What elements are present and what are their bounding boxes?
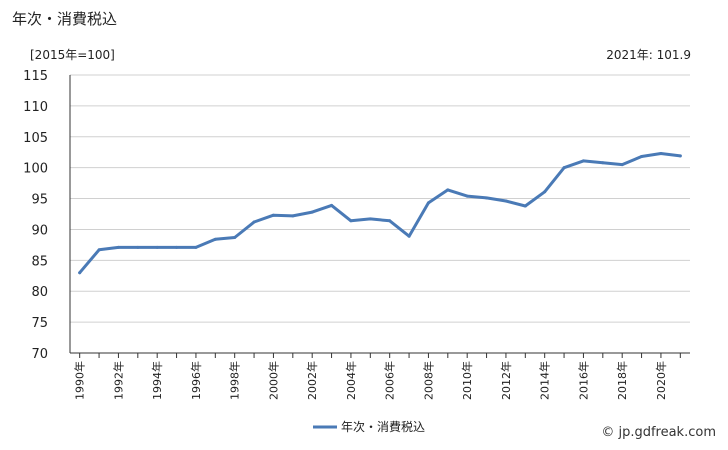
y-tick-label: 100 (23, 162, 48, 177)
x-tick-label: 1998年 (228, 361, 242, 400)
x-tick-label: 2018年 (615, 361, 629, 400)
data-point (78, 271, 82, 275)
data-point (233, 235, 237, 239)
y-unit-label: [2015年=100] (30, 48, 115, 62)
y-tick-label: 85 (31, 254, 48, 269)
x-tick-label: 2004年 (344, 361, 358, 400)
data-point (175, 245, 179, 249)
x-tick-label: 1990年 (73, 361, 87, 400)
data-point (291, 214, 295, 218)
y-tick-label: 115 (23, 69, 48, 84)
y-tick-label: 70 (31, 347, 48, 362)
data-point (136, 245, 140, 249)
data-point (659, 151, 663, 155)
latest-value-label: 2021年: 101.9 (606, 48, 691, 62)
data-point (485, 196, 489, 200)
data-point (330, 203, 334, 207)
data-point (581, 159, 585, 163)
data-point (97, 248, 101, 252)
data-point (271, 213, 275, 217)
y-tick-label: 105 (23, 131, 48, 146)
data-point (368, 217, 372, 221)
data-point (601, 161, 605, 165)
y-tick-label: 95 (31, 193, 48, 208)
data-point (465, 194, 469, 198)
data-point (155, 245, 159, 249)
y-tick-label: 90 (31, 223, 48, 238)
data-point (543, 190, 547, 194)
x-tick-label: 2000年 (266, 361, 280, 400)
y-tick-label: 75 (31, 316, 48, 331)
data-point (523, 204, 527, 208)
y-tick-label: 110 (23, 100, 48, 115)
x-tick-label: 2008年 (421, 361, 435, 400)
data-point (620, 163, 624, 167)
x-tick-label: 1996年 (189, 361, 203, 400)
data-point (446, 188, 450, 192)
x-tick-label: 2014年 (538, 361, 552, 400)
data-point (388, 219, 392, 223)
data-point (407, 234, 411, 238)
legend-label: 年次・消費税込 (341, 419, 425, 434)
data-point (349, 219, 353, 223)
data-point (252, 220, 256, 224)
data-point (310, 210, 314, 214)
x-tick-label: 2006年 (383, 361, 397, 400)
y-tick-label: 80 (31, 285, 48, 300)
x-tick-label: 2002年 (305, 361, 319, 400)
source-credit: © jp.gdfreak.com (601, 425, 716, 440)
data-point (426, 201, 430, 205)
x-tick-label: 1992年 (111, 361, 125, 400)
data-point (116, 245, 120, 249)
data-point (640, 155, 644, 159)
x-tick-label: 1994年 (150, 361, 164, 400)
x-tick-label: 2010年 (460, 361, 474, 400)
series-line (78, 152, 682, 275)
x-tick-label: 2020年 (654, 361, 668, 400)
data-point (213, 237, 217, 241)
data-point (678, 154, 682, 158)
data-point (504, 199, 508, 203)
x-tick-label: 2012年 (499, 361, 513, 400)
x-tick-label: 2016年 (576, 361, 590, 400)
data-point (194, 245, 198, 249)
data-point (562, 166, 566, 170)
chart-title: 年次・消費税込 (12, 10, 118, 28)
